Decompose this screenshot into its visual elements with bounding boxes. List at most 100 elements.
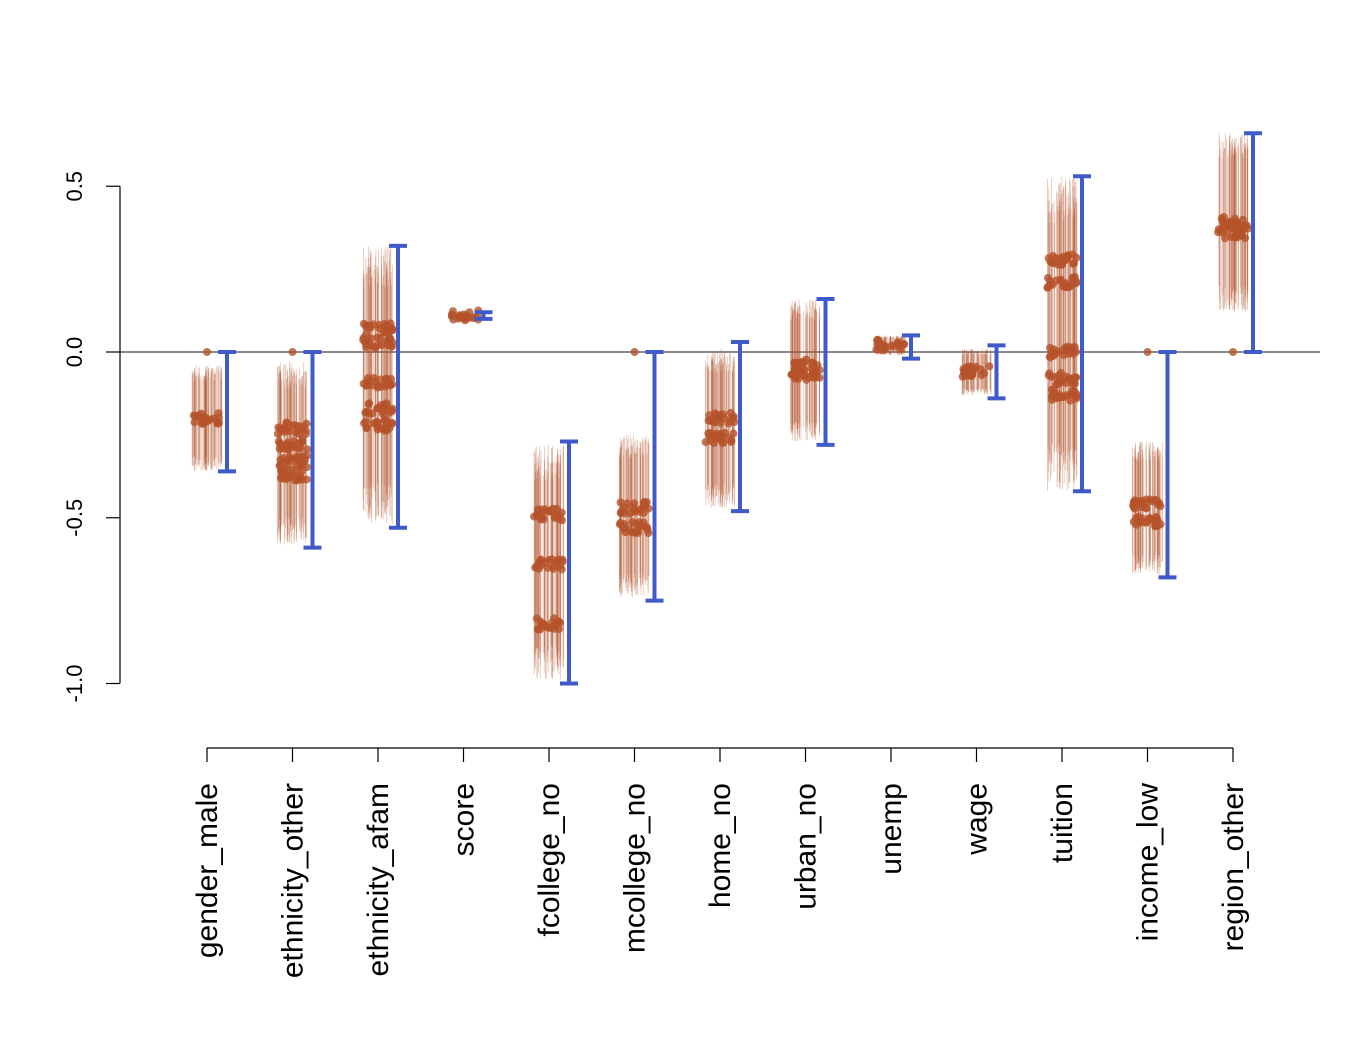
y-tick-label: -0.5: [62, 499, 87, 537]
sample-point: [1070, 272, 1079, 281]
sample-point: [362, 408, 371, 417]
sample-point: [375, 324, 384, 333]
sample-point: [620, 509, 629, 518]
sample-point: [881, 343, 890, 352]
sample-point: [385, 408, 394, 417]
sample-point: [1153, 521, 1162, 530]
samples-fcollege_no: [530, 445, 567, 680]
sample-point: [377, 341, 386, 350]
sample-point: [1072, 347, 1081, 356]
sample-point: [190, 418, 199, 427]
interval-region_other: [1244, 131, 1262, 354]
y-tick-label: -1.0: [62, 665, 87, 703]
sample-point: [1071, 373, 1080, 382]
sample-point: [1047, 395, 1056, 404]
sample-point: [619, 524, 628, 533]
sample-point: [1216, 227, 1225, 236]
sample-point: [985, 362, 994, 371]
sample-point: [380, 426, 389, 435]
sample-point: [1130, 496, 1139, 505]
sample-point: [369, 374, 378, 383]
sample-point: [551, 511, 560, 520]
sample-point: [710, 439, 719, 448]
samples-wage: [958, 348, 994, 396]
sample-point: [373, 333, 382, 342]
sample-point: [634, 528, 643, 537]
sample-point: [874, 341, 883, 350]
sample-point: [726, 408, 735, 417]
sample-point: [363, 341, 372, 350]
sample-point: [303, 445, 312, 454]
sample-point: [1146, 495, 1155, 504]
sample-point: [282, 426, 291, 435]
sample-point: [1046, 343, 1055, 352]
sample-point: [1243, 224, 1252, 233]
interval-income_low: [1158, 350, 1177, 580]
sample-point: [283, 440, 292, 449]
sample-point: [704, 429, 713, 438]
sample-point: [1154, 500, 1163, 509]
sample-point: [1048, 280, 1057, 289]
sample-point: [302, 451, 311, 460]
sample-point: [1141, 503, 1150, 512]
zero-point: [630, 348, 639, 356]
sample-point: [214, 409, 223, 418]
samples-urban_no: [787, 299, 824, 442]
sample-point: [1237, 231, 1246, 240]
sample-point: [1067, 280, 1076, 289]
sample-point: [729, 429, 738, 438]
sample-point: [531, 563, 540, 572]
sample-point: [543, 623, 552, 632]
sample-point: [194, 412, 203, 421]
sample-point: [280, 465, 289, 474]
sample-point: [711, 418, 720, 427]
sample-point: [701, 438, 710, 447]
sample-point: [363, 323, 372, 332]
sample-point: [385, 325, 394, 334]
sample-point: [977, 371, 986, 380]
sample-point: [282, 419, 291, 428]
samples-ethnicity_other: [273, 348, 312, 545]
sample-point: [275, 439, 284, 448]
sample-point: [293, 452, 302, 461]
sample-point: [558, 557, 567, 566]
interval-wage: [987, 343, 1006, 401]
zero-point: [288, 348, 297, 356]
sample-point: [1059, 351, 1068, 360]
sample-point: [1065, 374, 1074, 383]
sample-point: [376, 375, 385, 384]
sample-point: [1072, 253, 1081, 262]
x-tick-label-ethnicity_afam: ethnicity_afam: [362, 783, 395, 976]
sample-point: [362, 423, 371, 432]
sample-point: [280, 474, 289, 483]
interval-score: [474, 310, 493, 321]
zero-point: [203, 348, 211, 356]
sample-point: [298, 475, 307, 484]
samples-income_low: [1129, 348, 1165, 575]
sample-point: [291, 476, 300, 485]
sample-point: [539, 515, 548, 524]
x-tick-label-fcollege_no: fcollege_no: [533, 783, 566, 936]
samples-mcollege_no: [615, 348, 653, 598]
interval-tuition: [1073, 174, 1091, 494]
sample-point: [454, 314, 463, 323]
sample-point: [1054, 260, 1063, 269]
sample-point: [373, 404, 382, 413]
sample-point: [1129, 503, 1138, 512]
y-tick-label: 0.0: [62, 337, 87, 368]
sample-point: [1045, 352, 1054, 361]
sample-point: [1223, 226, 1232, 235]
x-tick-label-tuition: tuition: [1046, 783, 1079, 863]
sample-point: [794, 374, 803, 383]
sample-point: [532, 614, 541, 623]
sample-point: [623, 499, 632, 508]
sample-point: [463, 313, 472, 322]
sample-point: [1141, 518, 1150, 527]
sample-point: [362, 381, 371, 390]
sample-point: [548, 555, 557, 564]
sample-point: [889, 342, 898, 351]
y-tick-label: 0.5: [62, 171, 87, 202]
sample-point: [376, 382, 385, 391]
y-axis: -1.0 -0.5 0.0 0.5: [62, 171, 121, 703]
